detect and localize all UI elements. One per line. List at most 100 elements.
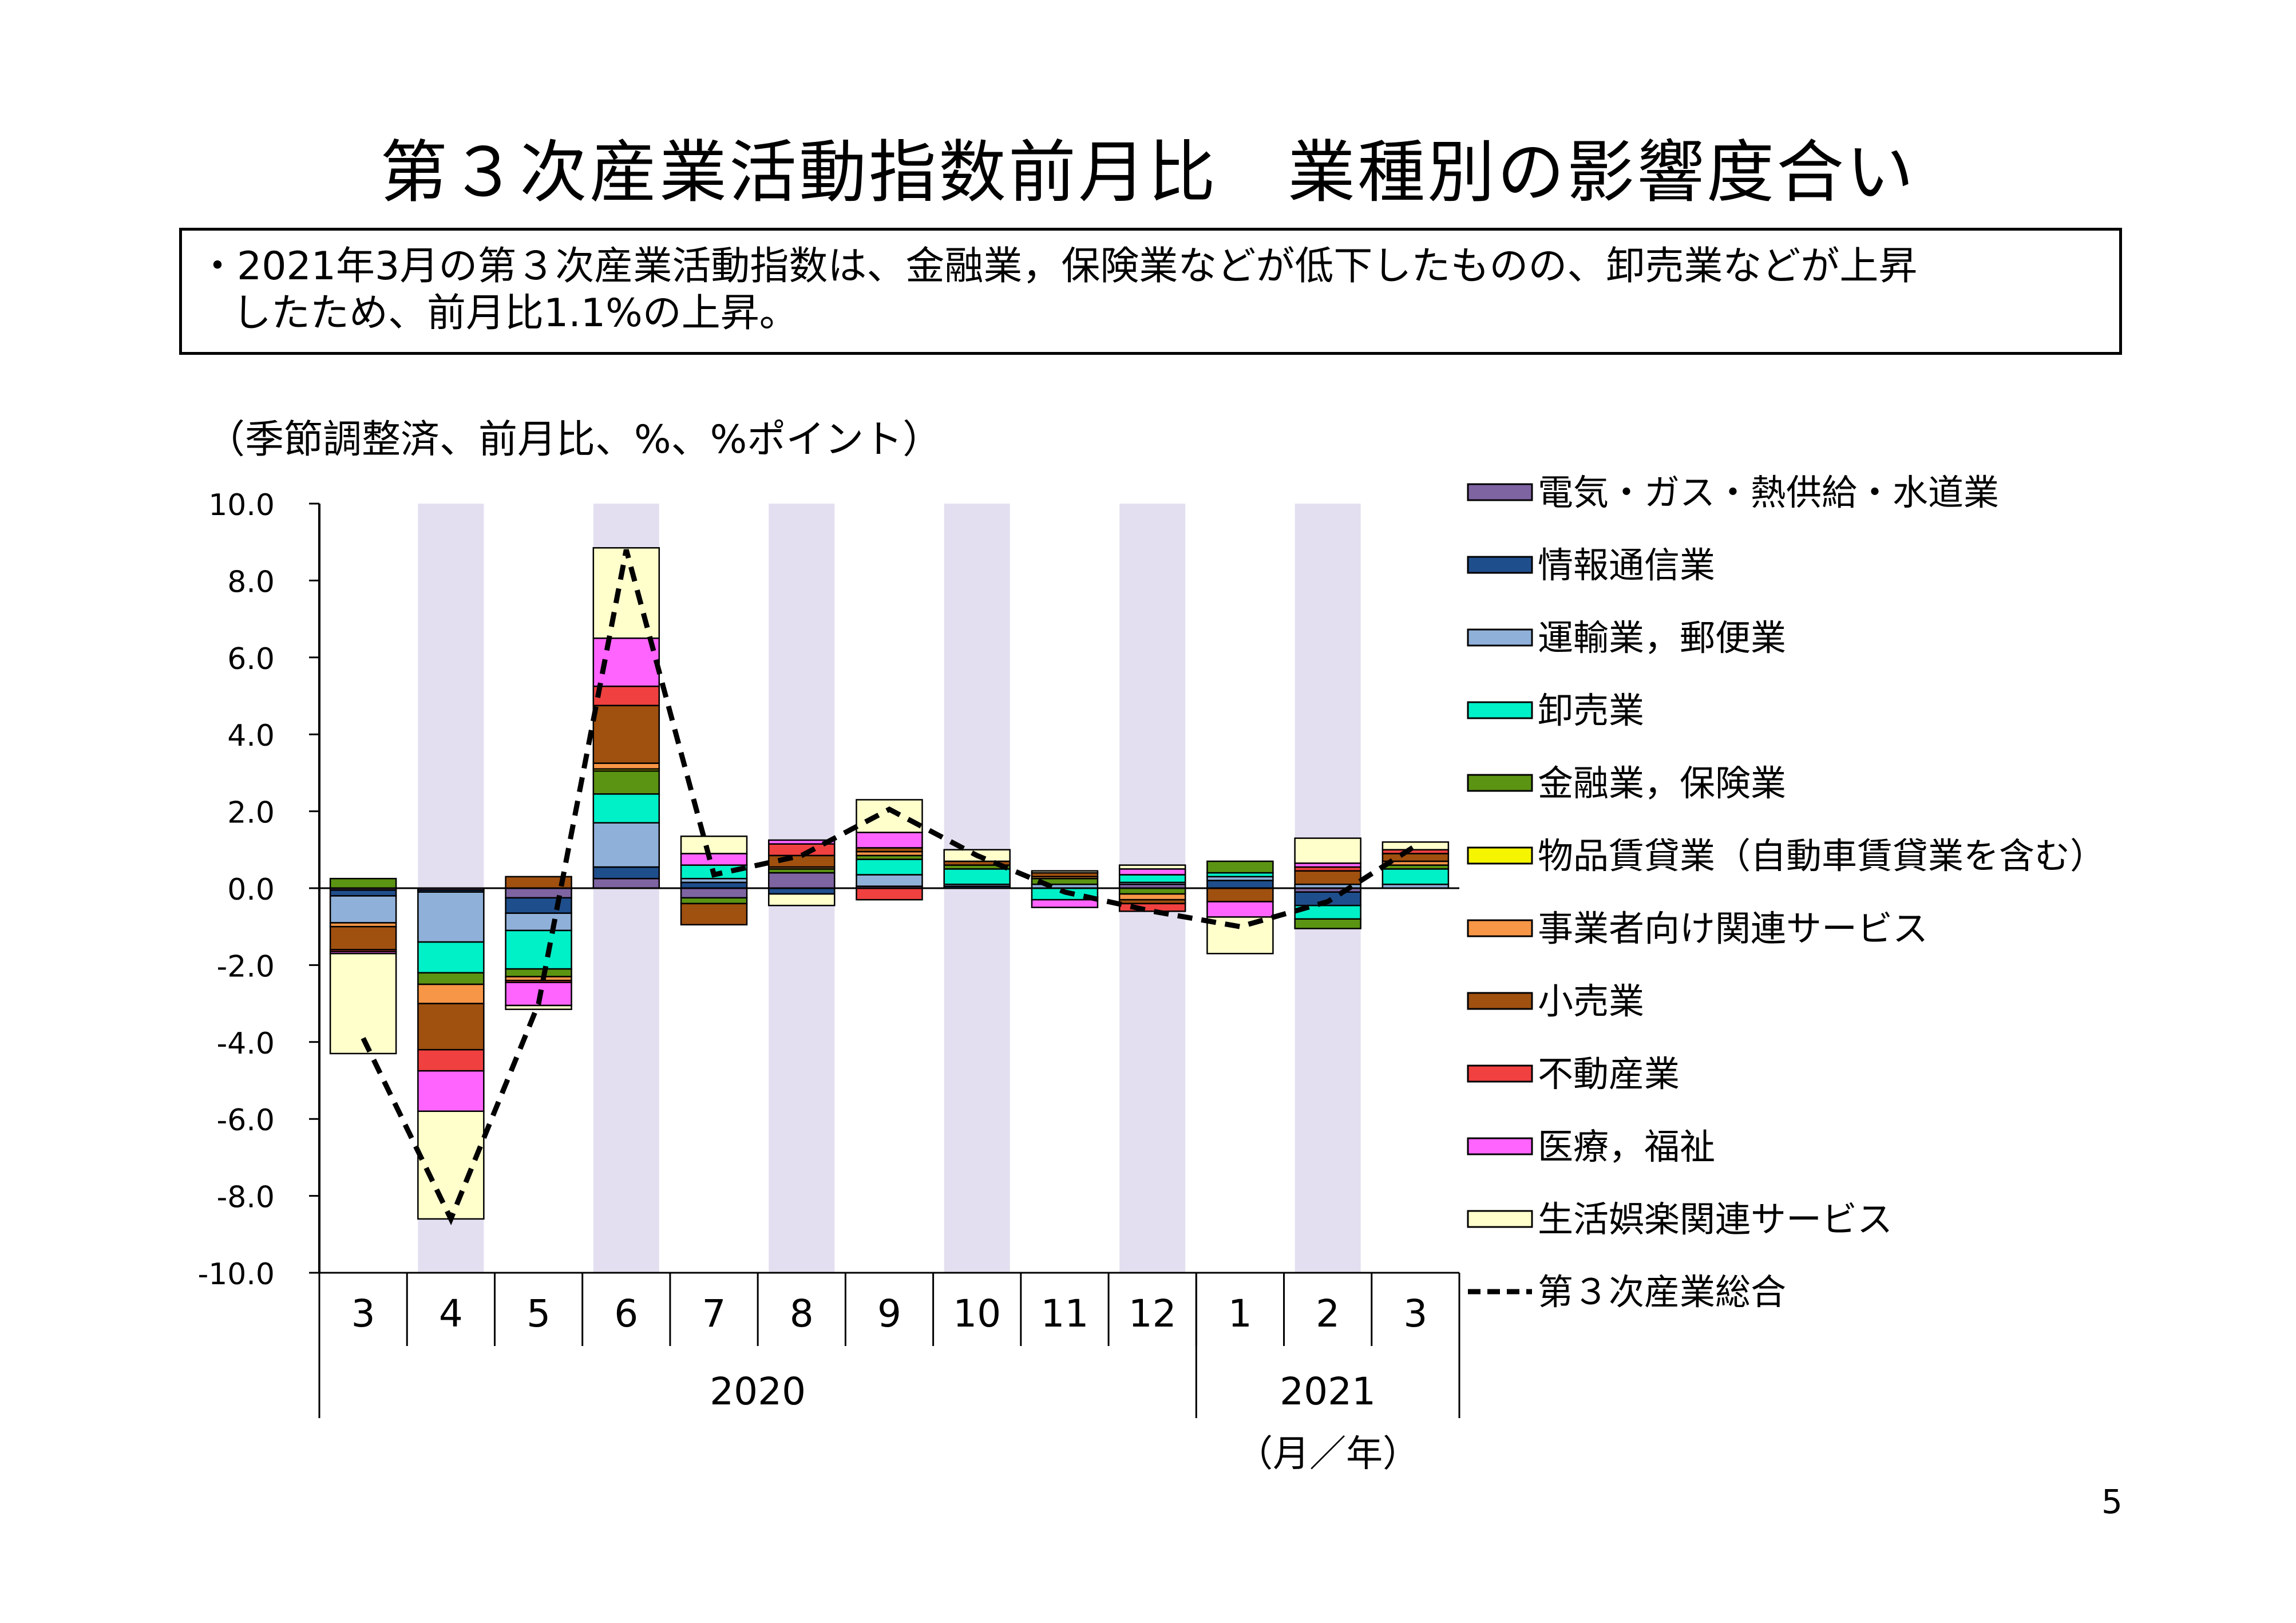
bar-segment [1118, 868, 1186, 876]
bar-segment [592, 762, 660, 770]
bar-segment [1118, 887, 1186, 895]
legend-swatch [1467, 556, 1533, 574]
y-tick-label: -8.0 [217, 1181, 275, 1215]
x-tick-label: 5 [527, 1292, 551, 1336]
y-tick-label: 8.0 [227, 565, 275, 599]
bar-segment [505, 1004, 572, 1010]
bar-segment [1206, 887, 1274, 902]
page-title: 第３次産業活動指数前月比 業種別の影響度合い [379, 133, 1916, 212]
bar-segment [680, 887, 748, 899]
bar-segment [1206, 860, 1274, 874]
bar-segment [1206, 880, 1274, 889]
bar-segment [417, 891, 485, 943]
bar-segment [592, 547, 660, 639]
bar-segment [505, 968, 572, 977]
legend-label: 生活娯楽関連サービス [1538, 1198, 1893, 1240]
page-number: 5 [2101, 1482, 2123, 1521]
bar-segment [592, 685, 660, 707]
bar-segment [1381, 841, 1450, 851]
legend-swatch [1467, 1210, 1533, 1228]
y-tick-label: -10.0 [197, 1257, 275, 1292]
bar-segment [680, 881, 748, 889]
legend-label: 事業者向け関連サービス [1538, 908, 1928, 949]
bar-segment [329, 925, 397, 951]
x-tick-label: 9 [877, 1292, 901, 1336]
unit-note: （季節調整済、前月比、%、%ポイント） [206, 417, 942, 462]
x-tick-label: 12 [1129, 1292, 1177, 1336]
bar-segment [856, 799, 923, 833]
bar-segment [417, 941, 485, 974]
bar-segment [1381, 853, 1450, 862]
bar-segment [856, 858, 923, 876]
bar-segment [768, 872, 836, 889]
legend-label: 小売業 [1538, 980, 1644, 1022]
legend-label: 第３次産業総合 [1538, 1271, 1786, 1313]
bar-segment [329, 889, 397, 897]
y-tick-label: 6.0 [227, 642, 275, 676]
y-tick-label: 10.0 [208, 488, 275, 522]
bar-segment [329, 877, 397, 889]
bar-segment [1294, 918, 1361, 929]
bar-segment [417, 1003, 485, 1051]
y-tick-label: 0.0 [227, 873, 275, 907]
legend-swatch [1467, 992, 1533, 1010]
bar-segment [417, 972, 485, 985]
bar-segment [680, 836, 748, 854]
legend-swatch [1467, 919, 1533, 937]
x-tick-label: 7 [702, 1292, 726, 1336]
bar-segment [856, 832, 923, 849]
bar-segment [417, 1048, 485, 1072]
summary-line-1: ・2021年3月の第３次産業活動指数は、金融業，保険業などが低下したものの、卸売… [198, 244, 1918, 289]
x-tick-label: 8 [790, 1292, 814, 1336]
total-line-layer [361, 549, 1417, 1225]
y-tick-label: 4.0 [227, 719, 275, 753]
bar-segment [680, 853, 748, 866]
bar-segment [768, 887, 836, 895]
bar-segment [943, 868, 1011, 885]
bar-segment [856, 874, 923, 887]
bar-segment [417, 1110, 485, 1220]
bar-segment [856, 887, 923, 901]
bar-segment [768, 839, 836, 845]
bar-segment [1294, 837, 1361, 864]
year-label: 2021 [1280, 1369, 1376, 1414]
axes-layer [309, 502, 1460, 1418]
x-tick-label: 11 [1040, 1292, 1088, 1336]
bar-segment [1206, 916, 1274, 955]
bar-segment [680, 902, 748, 926]
legend-swatch [1467, 774, 1533, 792]
x-axis-unit-label: （月／年） [1236, 1433, 1419, 1475]
bar-segment [592, 822, 660, 868]
bar-segment [1118, 893, 1186, 901]
bar-segment [768, 893, 836, 906]
legend-label: 情報通信業 [1538, 544, 1715, 586]
bar-segment [505, 897, 572, 914]
bar-segment [417, 983, 485, 1004]
bar-segment [417, 1070, 485, 1113]
legend-swatch [1467, 1137, 1533, 1155]
legend-label: 運輸業，郵便業 [1538, 617, 1786, 659]
bar-segment [1381, 868, 1450, 885]
legend-label: 不動産業 [1538, 1053, 1680, 1095]
x-tick-label: 2 [1316, 1292, 1340, 1336]
y-tick-label: 2.0 [227, 796, 275, 830]
bar-segment [329, 952, 397, 1055]
bar-segment [1031, 870, 1099, 874]
legend-label: 金融業，保険業 [1538, 762, 1786, 804]
bar-segment [1118, 902, 1186, 912]
summary-box: ・2021年3月の第３次産業活動指数は、金融業，保険業などが低下したものの、卸売… [179, 228, 2122, 355]
legend-layer: 電気・ガス・熱供給・水道業情報通信業運輸業，郵便業卸売業金融業，保険業物品賃貸業… [1467, 472, 2105, 1313]
bar-segment [592, 877, 660, 889]
bar-segment [1118, 864, 1186, 870]
bar-segment [592, 866, 660, 880]
bar-segment [1294, 870, 1361, 885]
summary-line-2: したため、前月比1.1%の上昇。 [232, 291, 798, 336]
y-tick-label: -4.0 [217, 1027, 275, 1061]
bar-segment [505, 929, 572, 970]
legend-swatch [1467, 846, 1533, 865]
bar-segment [505, 912, 572, 932]
bar-segment [329, 895, 397, 924]
legend-swatch [1467, 483, 1533, 501]
bar-segment [1118, 874, 1186, 884]
